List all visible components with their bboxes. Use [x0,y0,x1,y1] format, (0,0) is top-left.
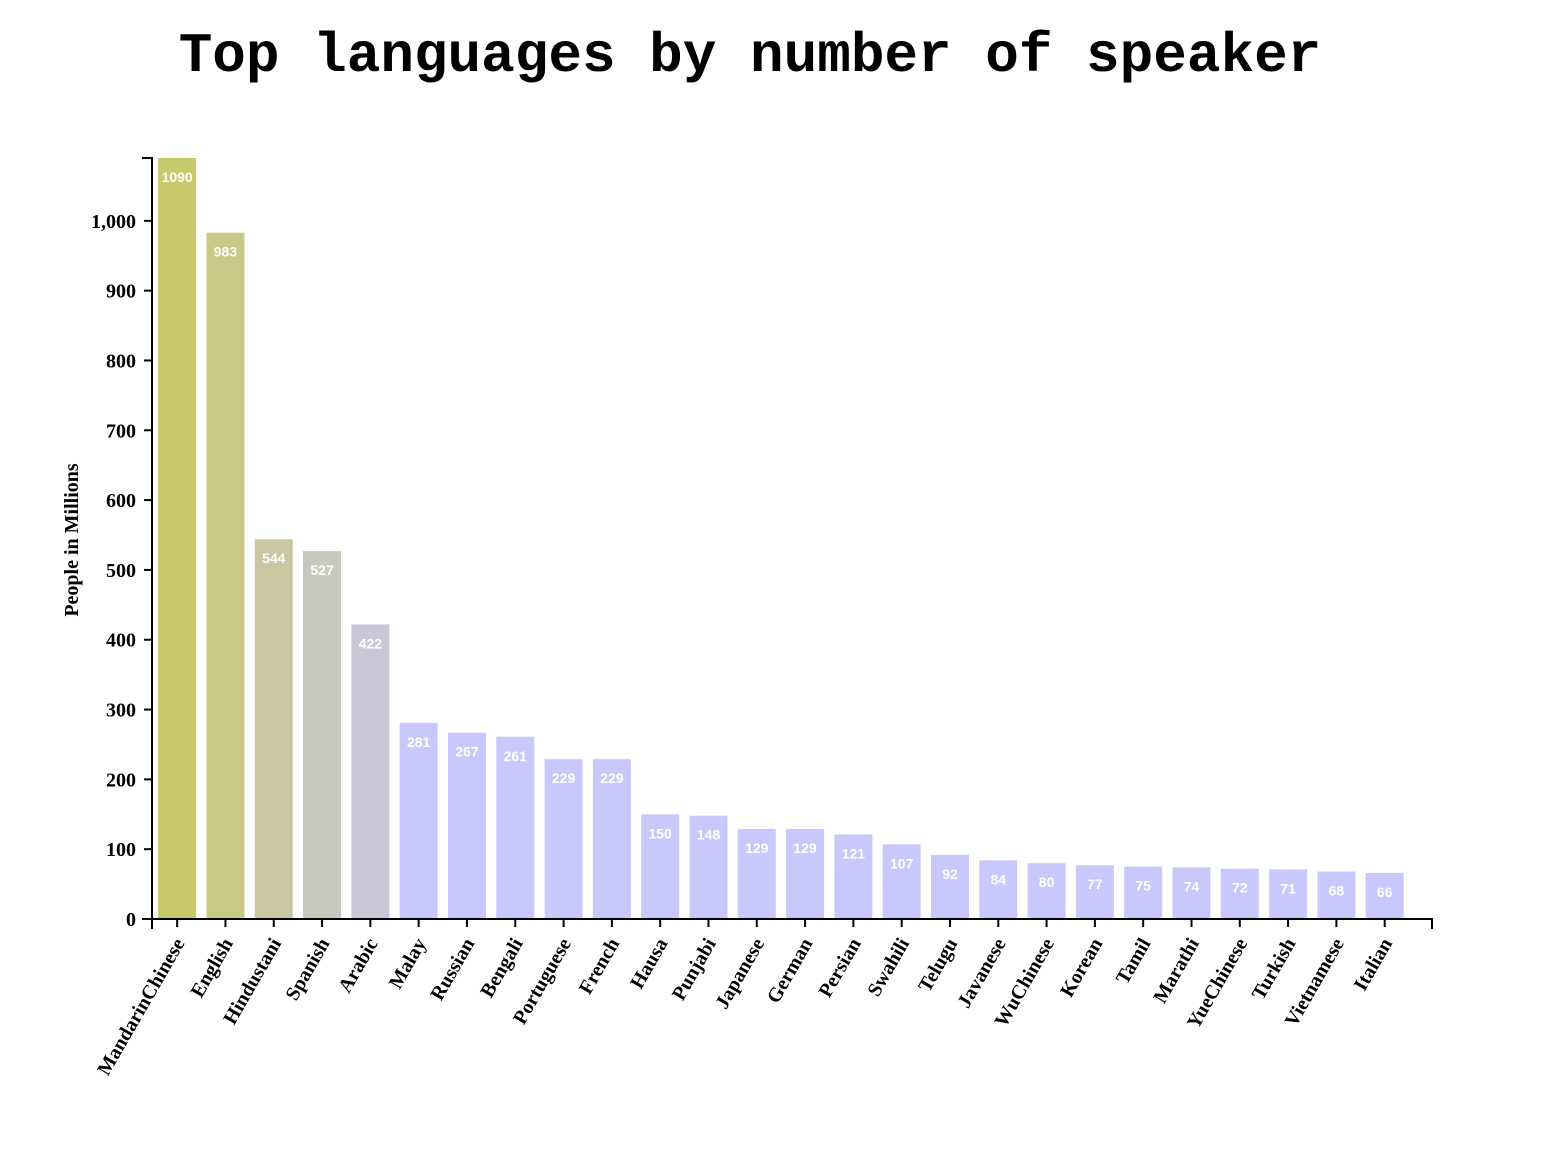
y-tick-label: 900 [106,281,136,303]
value-label: 983 [214,244,238,260]
value-label: 74 [1184,878,1200,894]
x-tick-label: MandarinChinese [93,934,189,1079]
value-label: 1090 [162,169,193,185]
y-tick-label: 500 [106,560,136,582]
value-label: 129 [745,840,769,856]
y-tick-label: 800 [106,350,136,372]
bar-russian [447,732,486,919]
bar-punjabi [689,815,728,919]
bar-bengali [496,736,535,919]
bar-english [206,232,245,919]
chart-title: Top languages by number of speaker [178,24,1322,88]
bar-hausa [641,814,680,919]
value-label: 281 [407,734,431,750]
bar-persian [834,834,873,919]
bar-portuguese [544,759,583,919]
bar-korean [1075,865,1114,919]
bar-javanese [979,860,1018,919]
y-axis: 0 100 200 300 400 500 600 700 800 900 1,000 [91,157,153,931]
bar-swahili [882,844,921,919]
y-tick-label: 300 [106,700,136,722]
bar-french [592,759,631,919]
bar-yuechinese [1220,868,1259,919]
bar-japanese [737,828,776,919]
value-label: 66 [1377,884,1393,900]
x-tick-label: Arabic [334,934,383,996]
value-label: 150 [648,825,672,841]
value-label: 267 [455,744,479,760]
x-tick-label: Marathi [1149,934,1204,1007]
y-tick-label: 600 [106,490,136,512]
bar-marathi [1172,867,1211,919]
value-label: 527 [310,562,334,578]
y-tick-label: 1,000 [91,211,136,233]
bar-arabic [351,624,390,919]
x-axis-line [151,918,1433,929]
value-label: 80 [1039,874,1055,890]
y-tick-label: 400 [106,630,136,652]
value-label: 84 [990,871,1006,887]
value-label: 229 [552,770,576,786]
value-label: 75 [1135,878,1151,894]
value-label: 107 [890,855,914,871]
value-label: 71 [1280,880,1296,896]
x-tick-label: German [763,935,818,1008]
bar-german [786,828,825,919]
bar-telugu [930,854,969,919]
value-label: 229 [600,770,624,786]
x-tick-label: Italian [1350,935,1397,995]
x-tick-label: Hausa [626,935,672,993]
value-label: 92 [942,866,958,882]
bar-vietnamese [1317,871,1356,919]
bar-hindustani [254,539,293,919]
x-tick-label: Swahili [863,934,914,1000]
x-tick-label: Persian [814,935,865,1002]
y-axis-title: People in Millions [61,463,83,617]
y-tick-label: 700 [106,420,136,442]
bar-malay [399,722,438,919]
x-tick-label: Spanish [281,935,334,1005]
y-tick-label: 0 [126,909,136,931]
x-tick-label: English [186,935,237,1002]
y-tick-label: 200 [106,769,136,791]
x-tick-label: Bengali [476,934,528,1001]
x-tick-label: Malay [385,935,431,993]
y-axis-line [142,157,153,920]
value-label: 68 [1329,883,1345,899]
value-label: 77 [1087,876,1103,892]
value-label: 148 [697,827,721,843]
value-label: 121 [842,846,866,862]
bar-mandarinchinese [158,158,197,919]
x-tick-label: Korean [1056,935,1107,1001]
bar-turkish [1269,869,1308,919]
bar-wuchinese [1027,863,1066,919]
bars-layer: 1090 983 544 527 422 281 267 261 229 229 150 148 129… [158,158,1404,919]
bar-spanish [303,551,342,919]
value-label: 544 [262,550,286,566]
x-tick-label: Russian [426,935,479,1005]
value-label: 129 [793,840,817,856]
value-label: 261 [504,748,528,764]
x-tick-label: French [575,935,624,999]
bar-tamil [1124,866,1163,919]
value-label: 72 [1232,880,1248,896]
x-tick-label: Tamil [1112,934,1156,988]
value-label: 422 [359,635,383,651]
x-tick-label: Turkish [1248,935,1301,1004]
x-tick-label: Punjabi [668,934,721,1004]
bar-italian [1365,872,1404,919]
x-tick-label: Telugu [914,935,962,996]
y-tick-label: 100 [106,839,136,861]
